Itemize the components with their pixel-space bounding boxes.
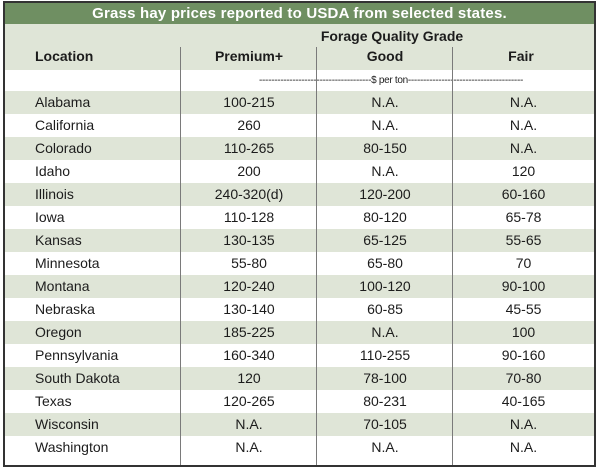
fair-price-cell: 120	[511, 163, 536, 179]
fair-price-cell: 90-100	[501, 278, 546, 294]
premium-price-cell: 120-240	[223, 278, 275, 294]
fair-price-cell: N.A.	[509, 117, 538, 133]
good-price-cell: 80-120	[363, 209, 407, 225]
table-row: Illinois 240-320(d) 120-200 60-160	[5, 183, 594, 206]
location-cell: Alabama	[35, 94, 91, 110]
table-row: Kansas 130-135 65-125 55-65	[5, 229, 594, 252]
fair-price-cell: N.A.	[509, 416, 538, 432]
table-row: Colorado 110-265 80-150 N.A.	[5, 137, 594, 160]
good-price-cell: 65-125	[363, 232, 407, 248]
good-price-cell: N.A.	[371, 163, 399, 179]
table-row: Montana 120-240 100-120 90-100	[5, 275, 594, 298]
good-price-cell: 70-105	[363, 416, 407, 432]
column-header-fair: Fair	[508, 48, 534, 64]
good-price-cell: 78-100	[363, 370, 407, 386]
location-cell: Texas	[35, 393, 72, 409]
premium-price-cell: N.A.	[235, 439, 263, 455]
table-row: Nebraska 130-140 60-85 45-55	[5, 298, 594, 321]
premium-price-cell: 120-265	[223, 393, 275, 409]
location-cell: Pennsylvania	[35, 347, 119, 363]
good-price-cell: N.A.	[371, 324, 399, 340]
table-row: Pennsylvania 160-340 110-255 90-160	[5, 344, 594, 367]
location-cell: Illinois	[35, 186, 74, 202]
good-price-cell: 60-85	[367, 301, 403, 317]
fair-price-cell: 90-160	[501, 347, 546, 363]
table-row: South Dakota 120 78-100 70-80	[5, 367, 594, 390]
location-cell: South Dakota	[35, 370, 120, 386]
column-header-good: Good	[366, 48, 404, 64]
premium-price-cell: 110-128	[223, 209, 275, 225]
premium-price-cell: 110-265	[223, 140, 275, 156]
location-cell: Colorado	[35, 140, 92, 156]
good-price-cell: 120-200	[359, 186, 411, 202]
premium-price-cell: 100-215	[223, 94, 275, 110]
premium-price-cell: 130-140	[223, 301, 275, 317]
table-row: California 260 N.A. N.A.	[5, 114, 594, 137]
premium-price-cell: 120	[237, 370, 261, 386]
location-cell: Idaho	[35, 163, 71, 179]
location-cell: Oregon	[35, 324, 82, 340]
good-price-cell: 100-120	[359, 278, 411, 294]
fair-price-cell: 45-55	[505, 301, 542, 317]
location-cell: Kansas	[35, 232, 82, 248]
good-price-cell: 65-80	[367, 255, 403, 271]
column-header-location: Location	[35, 48, 94, 64]
fair-price-cell: N.A.	[509, 140, 538, 156]
table-row: Texas 120-265 80-231 40-165	[5, 390, 594, 413]
premium-price-cell: 130-135	[223, 232, 275, 248]
price-table-body: Alabama 100-215 N.A. N.A. California 260 N.A. N…	[5, 91, 594, 459]
table-row: Wisconsin N.A. 70-105 N.A.	[5, 413, 594, 436]
table-row: Idaho 200 N.A. 120	[5, 160, 594, 183]
table-row: Iowa 110-128 80-120 65-78	[5, 206, 594, 229]
table-title: Grass hay prices reported to USDA from s…	[5, 3, 594, 24]
premium-price-cell: 260	[237, 117, 261, 133]
fair-price-cell: 70	[515, 255, 532, 271]
premium-price-cell: 200	[237, 163, 261, 179]
premium-price-cell: 160-340	[223, 347, 275, 363]
column-divider	[180, 47, 181, 465]
column-header-premium: Premium+	[214, 48, 284, 64]
column-divider	[452, 47, 453, 465]
fair-price-cell: 70-80	[505, 370, 542, 386]
table-row: Oregon 185-225 N.A. 100	[5, 321, 594, 344]
column-divider	[316, 47, 317, 465]
good-price-cell: 110-255	[359, 347, 411, 363]
fair-price-cell: 40-165	[501, 393, 546, 409]
hay-price-table: Grass hay prices reported to USDA from s…	[3, 1, 596, 467]
location-cell: Iowa	[35, 209, 65, 225]
fair-price-cell: 60-160	[501, 186, 546, 202]
table-row: Alabama 100-215 N.A. N.A.	[5, 91, 594, 114]
location-cell: Montana	[35, 278, 90, 294]
table-row: Washington N.A. N.A. N.A.	[5, 436, 594, 459]
fair-price-cell: N.A.	[509, 439, 538, 455]
premium-price-cell: N.A.	[235, 416, 263, 432]
location-cell: Minnesota	[35, 255, 100, 271]
location-cell: California	[35, 117, 95, 133]
good-price-cell: N.A.	[371, 439, 399, 455]
fair-price-cell: 65-78	[505, 209, 542, 225]
unit-label: -------------------------------------$ p…	[258, 75, 524, 86]
location-cell: Washington	[35, 439, 109, 455]
location-cell: Nebraska	[35, 301, 95, 317]
good-price-cell: 80-231	[363, 393, 407, 409]
premium-price-cell: 240-320(d)	[214, 186, 284, 202]
good-price-cell: N.A.	[371, 117, 399, 133]
table-header: Forage Quality Grade Location Premium+ G…	[5, 24, 594, 70]
fair-price-cell: N.A.	[509, 94, 538, 110]
fair-price-cell: 100	[511, 324, 536, 340]
table-row: Minnesota 55-80 65-80 70	[5, 252, 594, 275]
good-price-cell: 80-150	[363, 140, 407, 156]
location-cell: Wisconsin	[35, 416, 99, 432]
unit-row: -------------------------------------$ p…	[5, 70, 594, 91]
fair-price-cell: 55-65	[505, 232, 542, 248]
premium-price-cell: 185-225	[223, 324, 275, 340]
premium-price-cell: 55-80	[231, 255, 267, 271]
grade-group-title: Forage Quality Grade	[320, 28, 464, 44]
good-price-cell: N.A.	[371, 94, 399, 110]
